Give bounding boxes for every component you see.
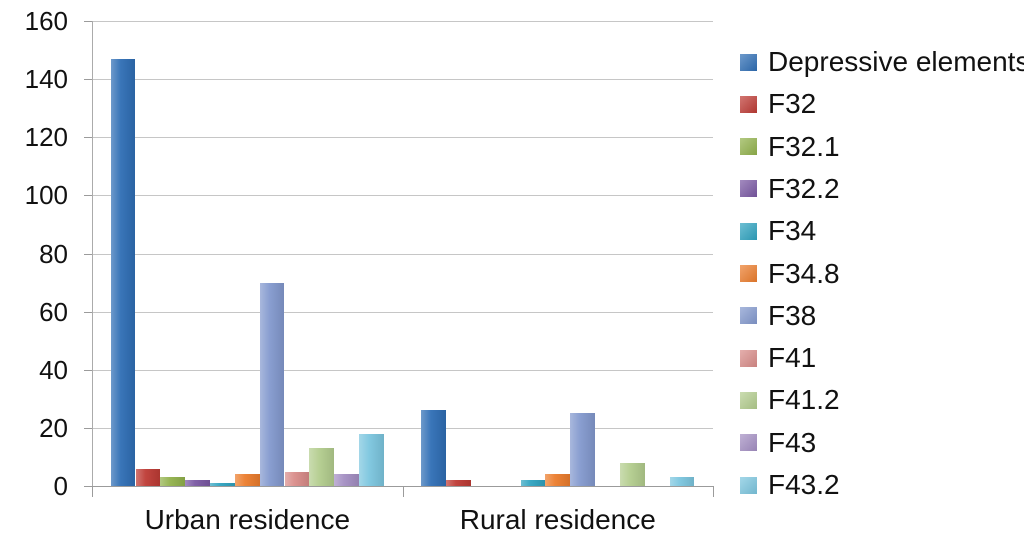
y-axis-tick bbox=[84, 137, 92, 139]
legend-item: F43.2 bbox=[740, 464, 840, 506]
legend-item: F34 bbox=[740, 210, 816, 252]
y-axis-tick bbox=[84, 195, 92, 197]
category-label: Urban residence bbox=[144, 504, 351, 535]
gridline bbox=[92, 369, 713, 371]
y-tick-label: 120 bbox=[24, 122, 68, 153]
legend-swatch-f41 bbox=[740, 349, 757, 367]
legend-label: F41.2 bbox=[768, 384, 840, 416]
y-axis-tick bbox=[84, 427, 92, 429]
legend-swatch-depressive-elements bbox=[740, 53, 757, 71]
gridline bbox=[92, 195, 713, 197]
gridline bbox=[92, 137, 713, 139]
legend-swatch-f38 bbox=[740, 307, 757, 325]
bar-f32-1-urban bbox=[160, 477, 186, 486]
y-axis-tick bbox=[84, 253, 92, 255]
gridline bbox=[92, 311, 713, 313]
y-tick-label: 40 bbox=[39, 354, 68, 385]
bar-f41-2-rural bbox=[619, 462, 645, 487]
y-axis-tick bbox=[84, 369, 92, 371]
y-axis-tick bbox=[84, 21, 92, 22]
legend-item: F32 bbox=[740, 83, 816, 125]
legend-label: F32.1 bbox=[768, 130, 840, 162]
category-label: Rural residence bbox=[459, 504, 656, 535]
legend-swatch-f41-2 bbox=[740, 391, 757, 409]
bar-depressive-elements-urban bbox=[110, 58, 136, 486]
gridline bbox=[92, 21, 713, 22]
bar-f32-urban bbox=[135, 468, 161, 486]
y-tick-label: 140 bbox=[24, 64, 68, 95]
legend-item: F32.1 bbox=[740, 126, 840, 168]
y-tick-label: 80 bbox=[39, 238, 68, 269]
bar-f43-2-urban bbox=[359, 433, 384, 486]
legend-item: F41 bbox=[740, 337, 816, 379]
legend-swatch-f34-8 bbox=[740, 265, 757, 282]
legend-label: F32 bbox=[768, 88, 817, 120]
x-axis-tick bbox=[92, 486, 93, 497]
y-tick-label: 60 bbox=[39, 296, 68, 327]
legend-swatch-f32 bbox=[740, 95, 757, 113]
bar-f38-rural bbox=[570, 413, 595, 486]
y-axis-tick bbox=[84, 486, 92, 487]
legend-label: Depressive elements bbox=[768, 46, 1024, 77]
legend-label: F43.2 bbox=[768, 469, 840, 500]
bar-f34-8-urban bbox=[234, 474, 260, 486]
x-axis-tick bbox=[713, 486, 714, 497]
legend-item: F38 bbox=[740, 295, 816, 337]
bar-f38-urban bbox=[259, 282, 285, 486]
gridline bbox=[92, 427, 713, 429]
bar-f34-rural bbox=[520, 480, 546, 486]
legend-label: F43 bbox=[768, 426, 817, 458]
legend-swatch-f34 bbox=[740, 222, 757, 240]
legend-label: F34.8 bbox=[768, 257, 840, 289]
legend-label: F41 bbox=[768, 342, 817, 374]
bar-f41-urban bbox=[284, 471, 310, 486]
legend-item: F41.2 bbox=[740, 379, 840, 421]
bar-f32-2-urban bbox=[185, 480, 210, 486]
legend-item: F43 bbox=[740, 422, 816, 464]
y-axis-tick bbox=[84, 79, 92, 81]
legend-swatch-f43 bbox=[740, 434, 757, 452]
bar-f41-2-urban bbox=[309, 448, 335, 486]
legend-swatch-f43-2 bbox=[740, 476, 757, 494]
bar-f32-rural bbox=[446, 480, 471, 486]
bar-depressive-elements-rural bbox=[421, 410, 446, 486]
bar-f43-2-rural bbox=[669, 477, 695, 486]
legend-label: F38 bbox=[768, 299, 817, 331]
x-axis-tick bbox=[402, 486, 404, 497]
legend-item: F32.2 bbox=[740, 168, 840, 210]
y-tick-label: 160 bbox=[24, 6, 68, 36]
legend-item: Depressive elements bbox=[740, 41, 1024, 83]
y-axis-tick bbox=[84, 311, 92, 313]
bar-f43-urban bbox=[334, 474, 359, 486]
gridline bbox=[92, 253, 713, 255]
legend-item: F34.8 bbox=[740, 253, 840, 295]
legend-swatch-f32-1 bbox=[740, 138, 757, 156]
gridline bbox=[92, 79, 713, 81]
bar-f34-8-rural bbox=[545, 474, 571, 486]
y-tick-label: 0 bbox=[53, 471, 68, 501]
legend-label: F32.2 bbox=[768, 172, 840, 204]
y-tick-label: 100 bbox=[24, 180, 68, 211]
legend-swatch-f32-2 bbox=[740, 180, 757, 198]
legend-label: F34 bbox=[768, 215, 817, 247]
y-tick-label: 20 bbox=[39, 412, 68, 443]
y-axis-line bbox=[92, 21, 93, 497]
bar-f34-urban bbox=[210, 483, 235, 486]
